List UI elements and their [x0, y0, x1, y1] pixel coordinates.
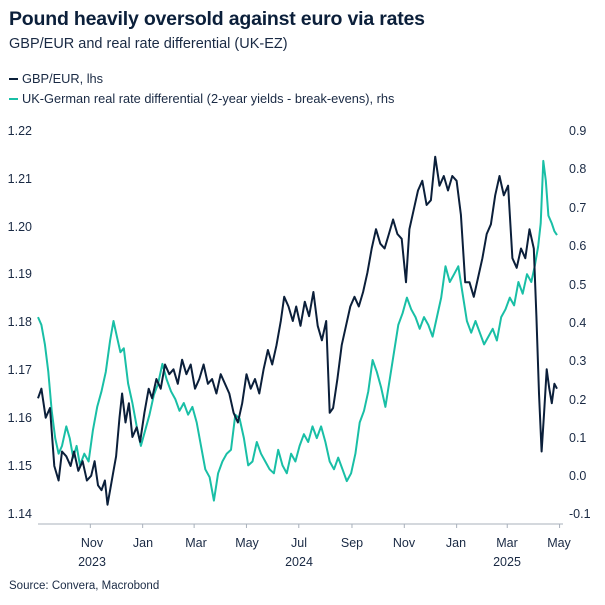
legend-label-gbp-eur: GBP/EUR, lhs: [22, 71, 104, 86]
x-year-label: 2024: [285, 555, 313, 569]
x-year-label: 2023: [78, 555, 106, 569]
right-tick-label: 0.3: [569, 354, 586, 368]
x-tick-label: May: [235, 536, 259, 550]
x-axis-month-labels: Nov Jan Mar May Jul Sep Nov Jan Mar May: [81, 536, 572, 550]
right-tick-label: -0.1: [569, 507, 591, 521]
series-line-real-rate: [37, 159, 558, 502]
legend-entry-gbp-eur: GBP/EUR, lhs: [9, 71, 103, 86]
chart-subtitle: GBP/EUR and real rate differential (UK-E…: [9, 36, 288, 52]
left-tick-label: 1.14: [8, 507, 32, 521]
right-tick-label: 0.0: [569, 469, 586, 483]
x-year-label: 2025: [493, 555, 521, 569]
source-note: Source: Convera, Macrobond: [9, 580, 160, 592]
right-tick-label: 0.8: [569, 162, 586, 176]
right-tick-label: 0.2: [569, 393, 586, 407]
x-tick-label: Jul: [291, 536, 307, 550]
left-tick-label: 1.15: [8, 459, 32, 473]
right-tick-label: 0.6: [569, 239, 586, 253]
right-tick-label: 0.7: [569, 201, 586, 215]
left-tick-label: 1.18: [8, 315, 32, 329]
axes-layer: [38, 523, 563, 528]
x-tick-label: Mar: [185, 536, 207, 550]
legend-swatch-gbp-eur: [9, 77, 18, 80]
x-tick-label: Jan: [133, 536, 153, 550]
x-tick-label: Jan: [446, 536, 466, 550]
right-axis-ticks: 0.9 0.8 0.7 0.6 0.5 0.4 0.3 0.2 0.1 0.0 …: [569, 124, 591, 521]
x-tick-label: Nov: [393, 536, 416, 550]
left-tick-label: 1.16: [8, 411, 32, 425]
legend-swatch-real-rate: [9, 97, 18, 100]
left-tick-label: 1.20: [8, 220, 32, 234]
right-tick-label: 0.5: [569, 278, 586, 292]
left-axis-ticks: 1.22 1.21 1.20 1.19 1.18 1.17 1.16 1.15 …: [8, 124, 32, 521]
series-line-gbp-eur: [37, 155, 558, 506]
left-tick-label: 1.21: [8, 172, 32, 186]
left-tick-label: 1.17: [8, 363, 32, 377]
legend-entry-real-rate: UK-German real rate differential (2-year…: [9, 91, 394, 106]
right-tick-label: 0.4: [569, 316, 586, 330]
x-tick-label: Sep: [341, 536, 363, 550]
right-tick-label: 0.1: [569, 431, 586, 445]
x-tick-label: Nov: [81, 536, 104, 550]
left-tick-label: 1.19: [8, 267, 32, 281]
x-tick-label: Mar: [496, 536, 518, 550]
chart-title: Pound heavily oversold against euro via …: [9, 8, 425, 30]
x-axis-year-labels: 2023 2024 2025: [78, 555, 521, 569]
x-tick-label: May: [547, 536, 571, 550]
left-tick-label: 1.22: [8, 124, 32, 138]
right-tick-label: 0.9: [569, 124, 586, 138]
legend-label-real-rate: UK-German real rate differential (2-year…: [22, 91, 395, 106]
